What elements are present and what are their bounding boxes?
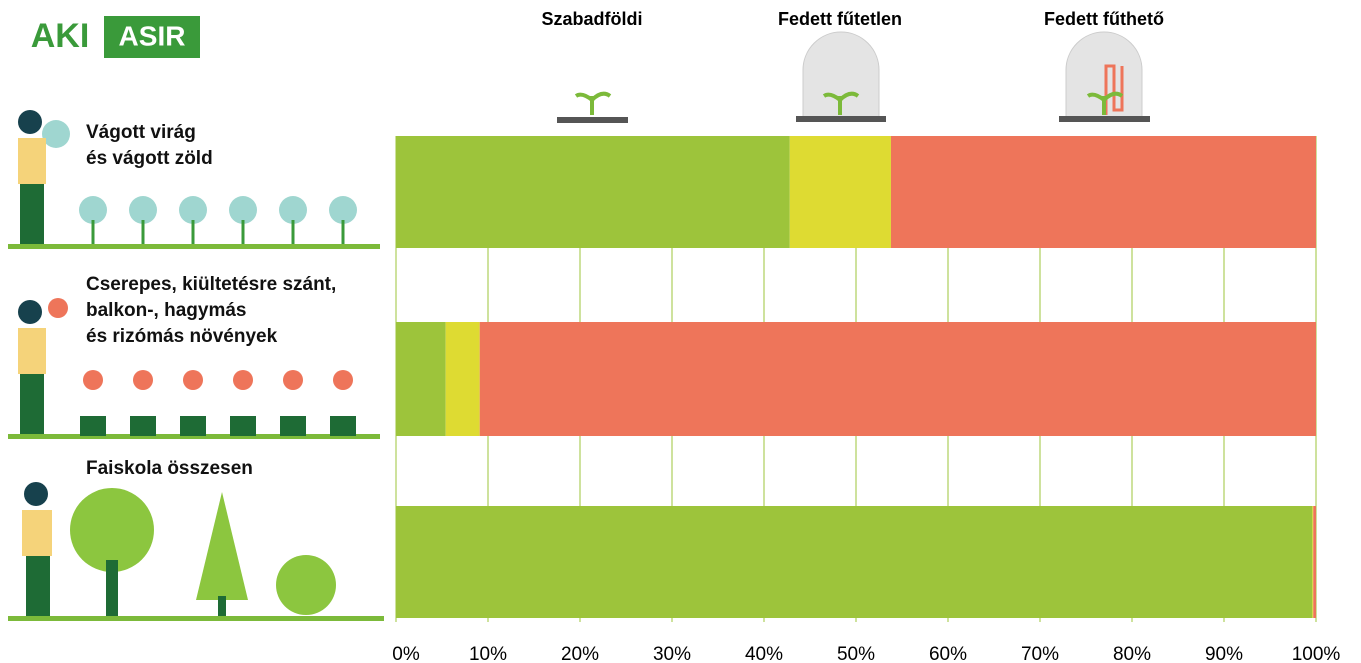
x-tick-label: 80% [1113, 644, 1151, 663]
bar-segment [1313, 506, 1316, 618]
category-label: Cserepes, kiültetésre szánt, balkon-, ha… [86, 272, 336, 350]
x-tick-label: 90% [1205, 644, 1243, 663]
bar-segment [891, 136, 1316, 248]
legend-label: Fedett fűtetlen [778, 9, 902, 29]
x-tick-label: 10% [469, 644, 507, 663]
x-tick-label: 70% [1021, 644, 1059, 663]
legend-label: Fedett fűthető [1044, 9, 1164, 29]
bar-segment [790, 136, 891, 248]
x-tick-label: 0% [392, 644, 420, 663]
bar-segment [446, 322, 480, 436]
x-tick-label: 100% [1292, 644, 1341, 663]
x-tick-label: 20% [561, 644, 599, 663]
bar-segment [1312, 506, 1313, 618]
x-tick-label: 50% [837, 644, 875, 663]
bar-segment [396, 322, 446, 436]
logo-text: ASIR [119, 20, 186, 51]
logo: AKI ASIR [31, 16, 200, 58]
legend-label: Szabadföldi [541, 9, 642, 29]
category-label: Faiskola összesen [86, 456, 253, 482]
logo-text: AKI [31, 17, 90, 55]
x-tick-label: 30% [653, 644, 691, 663]
bar-segment [396, 506, 1312, 618]
bar-segment [396, 136, 790, 248]
page: AKI ASIR 0% 10% 20% 30% 40% 50% 60% 70% 80% 90% 10… [0, 0, 1361, 663]
x-tick-label: 40% [745, 644, 783, 663]
bar-segment [480, 322, 1316, 436]
x-tick-label: 60% [929, 644, 967, 663]
category-label: Vágott virág és vágott zöld [86, 120, 213, 172]
